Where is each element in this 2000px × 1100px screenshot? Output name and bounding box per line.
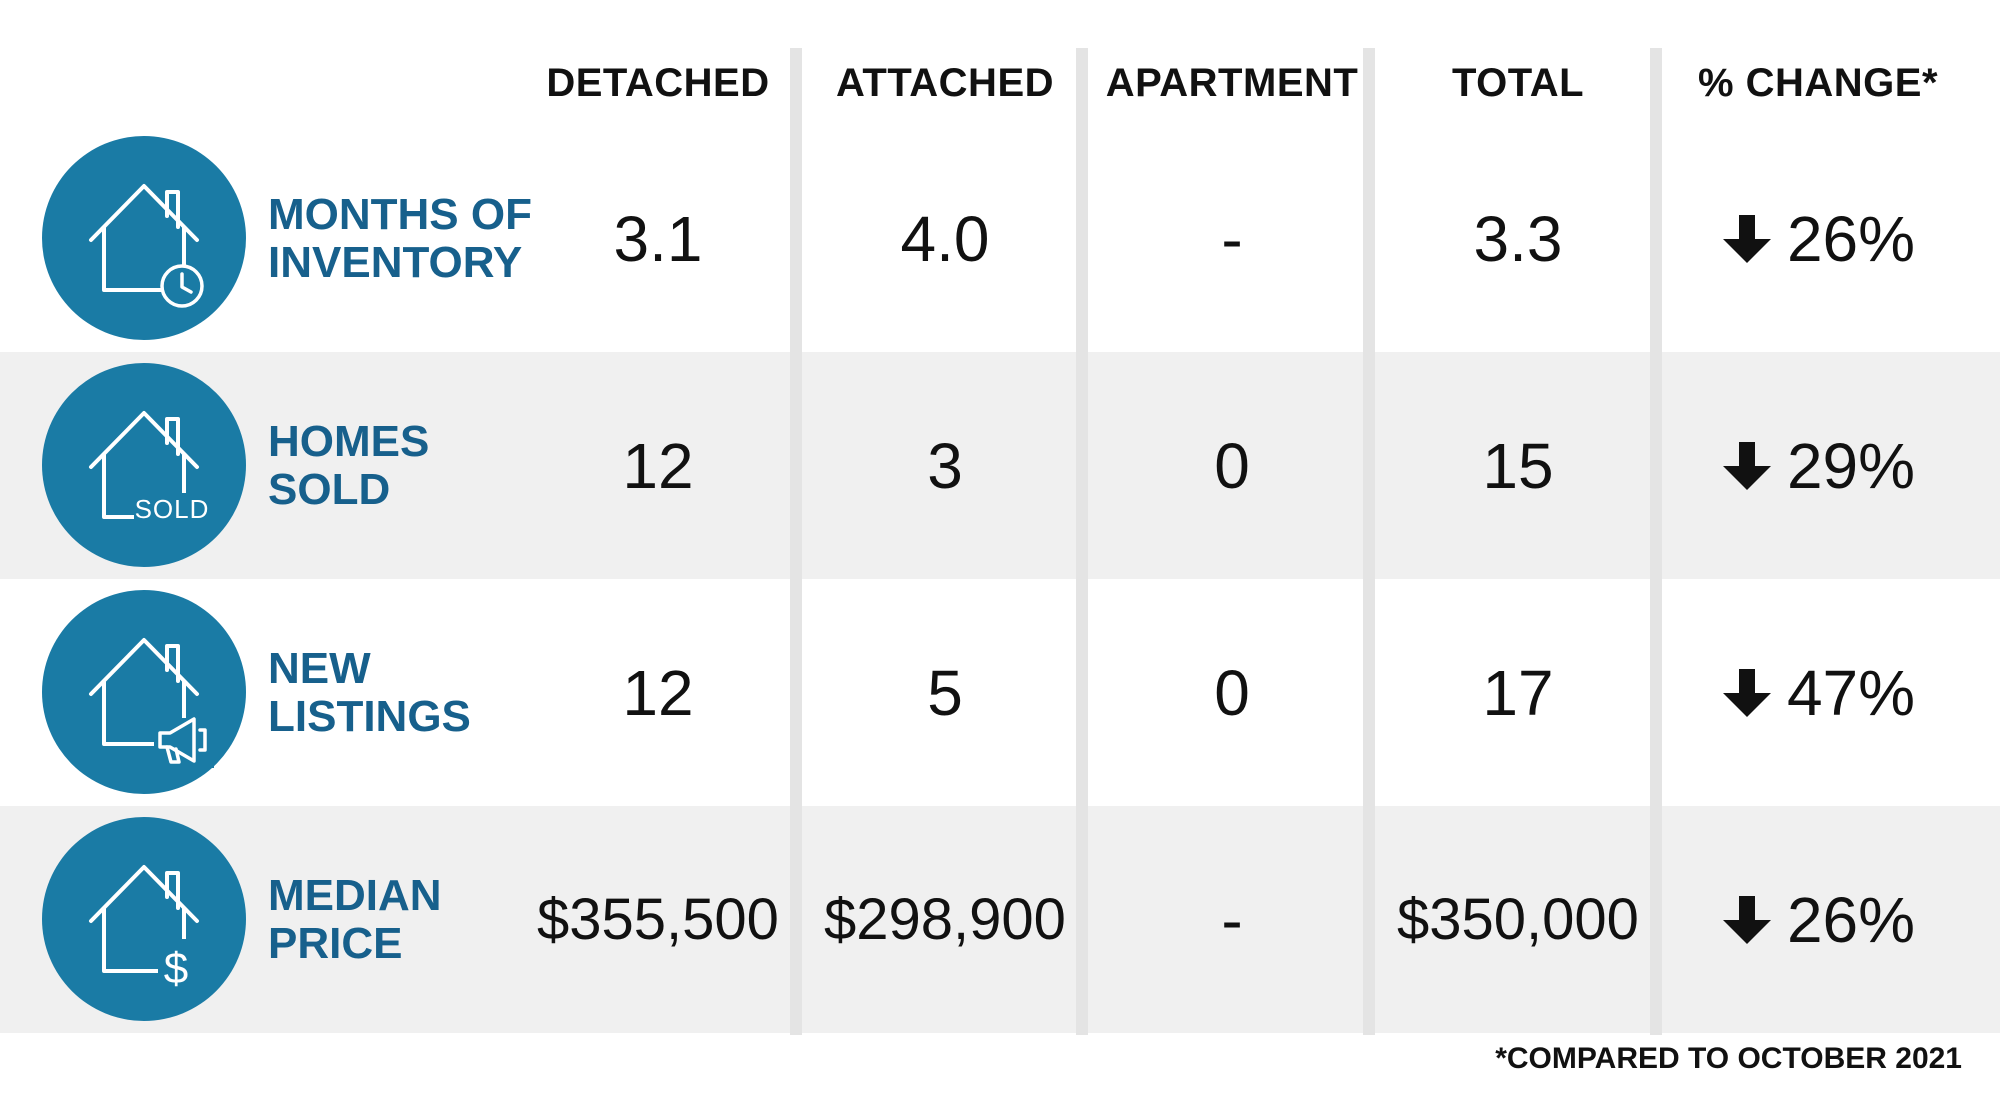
row-label-line: INVENTORY <box>268 237 523 287</box>
percent-change-value: 26% <box>1786 202 1916 275</box>
table-row: $ MEDIAN PRICE $355,500 $298,900- $350,000 26% <box>0 806 2000 1033</box>
percent-change-value: 26% <box>1786 883 1916 956</box>
sold-text: SOLD <box>135 494 210 524</box>
cell-apartment: - <box>1221 883 1243 956</box>
house-roof <box>89 638 199 696</box>
dollar-sign: $ <box>164 944 188 993</box>
icon-graphic <box>89 638 214 768</box>
col-header-detached: DETACHED <box>546 60 770 105</box>
row-label-line: MONTHS OF <box>268 189 532 239</box>
arrow-down-icon <box>1721 440 1773 492</box>
cell-detached: $355,500 <box>537 887 779 952</box>
arrow-down-icon <box>1721 213 1773 265</box>
arrow-shape <box>1722 668 1771 717</box>
percent-change-value: 47% <box>1786 656 1916 729</box>
icon-graphic: SOLD <box>89 411 210 525</box>
column-divider <box>1363 48 1375 1035</box>
house-sold-icon: SOLD <box>42 363 246 567</box>
row-label-line: PRICE <box>268 918 403 968</box>
cell-detached: 12 <box>622 429 694 502</box>
megaphone-handle <box>165 745 181 764</box>
cell-detached: 12 <box>622 656 694 729</box>
col-header-apartment: APARTMENT <box>1105 60 1359 105</box>
icon-graphic <box>89 184 204 308</box>
cell-total: $350,000 <box>1397 887 1639 952</box>
cell-attached: 4.0 <box>900 202 990 275</box>
megaphone-body <box>158 717 196 763</box>
house-chimney <box>165 190 180 229</box>
cell-apartment: 0 <box>1214 656 1250 729</box>
row-label-line: LISTINGS <box>268 691 471 741</box>
col-header-percent-change: % CHANGE* <box>1697 60 1939 105</box>
cell-total: 15 <box>1482 429 1554 502</box>
cell-total: 17 <box>1482 656 1554 729</box>
col-header-attached: ATTACHED <box>835 60 1055 105</box>
arrow-down-icon <box>1721 667 1773 719</box>
cell-percent-change: 26% <box>1668 125 1968 352</box>
arrow-shape <box>1722 441 1771 490</box>
dollar-bg <box>158 939 194 989</box>
house-chimney <box>165 644 180 683</box>
row-band <box>0 352 2000 579</box>
cell-apartment: - <box>1221 202 1243 275</box>
house-walls <box>102 680 186 746</box>
house-roof <box>89 865 199 923</box>
cell-attached: 5 <box>927 656 963 729</box>
percent-change-value: 29% <box>1786 429 1916 502</box>
arrow-down-graphic <box>1722 214 1771 263</box>
column-divider <box>1076 48 1088 1035</box>
house-dollar-icon: $ <box>42 817 246 1021</box>
arrow-down-graphic <box>1722 895 1771 944</box>
arrow-down-icon <box>1721 894 1773 946</box>
row-label-line: SOLD <box>268 464 391 514</box>
cell-percent-change: 47% <box>1668 579 1968 806</box>
col-header-total: TOTAL <box>1451 60 1585 105</box>
row-label: MONTHS OF INVENTORY <box>268 125 548 352</box>
cell-percent-change: 26% <box>1668 806 1968 1033</box>
cell-attached: $298,900 <box>824 887 1066 952</box>
house-chimney <box>165 417 180 456</box>
arrow-shape <box>1722 214 1771 263</box>
arrow-down-graphic <box>1722 668 1771 717</box>
row-label: NEW LISTINGS <box>268 579 548 806</box>
cell-attached: 3 <box>927 429 963 502</box>
column-divider <box>790 48 802 1035</box>
column-divider <box>1650 48 1662 1035</box>
footnote: *COMPARED TO OCTOBER 2021 <box>1495 1042 1962 1075</box>
row-label: MEDIAN PRICE <box>268 806 548 1033</box>
house-walls <box>102 226 186 292</box>
megaphone-mouth <box>198 728 207 752</box>
cell-percent-change: 29% <box>1668 352 1968 579</box>
row-label-line: HOMES <box>268 416 430 466</box>
house-megaphone-icon <box>42 590 246 794</box>
house-clock-icon <box>42 136 246 340</box>
table-row: NEW LISTINGS 12 5 0 17 47% <box>0 579 2000 806</box>
cell-apartment: 0 <box>1214 429 1250 502</box>
arrow-shape <box>1722 895 1771 944</box>
house-chimney <box>165 871 180 910</box>
row-label-line: NEW <box>268 643 371 693</box>
cell-detached: 3.1 <box>613 202 703 275</box>
row-band <box>0 806 2000 1033</box>
clock-hands <box>180 272 193 294</box>
sold-tag-bg <box>134 493 210 525</box>
icon-graphic: $ <box>89 865 199 993</box>
cell-total: 3.3 <box>1473 202 1563 275</box>
table-row: MONTHS OF INVENTORY 3.1 4.0 - 3.3 26% <box>0 125 2000 352</box>
house-roof <box>89 411 199 469</box>
arrow-down-graphic <box>1722 441 1771 490</box>
table-row: SOLD HOMES SOLD 12 3 0 15 29% <box>0 352 2000 579</box>
row-label: HOMES SOLD <box>268 352 548 579</box>
house-roof <box>89 184 199 242</box>
row-label-line: MEDIAN <box>268 870 442 920</box>
